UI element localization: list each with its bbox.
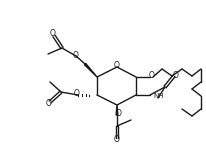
Text: O: O (74, 90, 80, 98)
Text: O: O (149, 71, 155, 79)
Text: O: O (73, 50, 79, 59)
Text: O: O (50, 29, 56, 38)
Text: NH: NH (153, 93, 164, 99)
Polygon shape (116, 105, 118, 115)
Text: O: O (114, 62, 120, 71)
Text: O: O (116, 109, 122, 119)
Text: O: O (46, 100, 52, 109)
Polygon shape (84, 63, 97, 77)
Text: O: O (173, 71, 179, 79)
Text: O: O (114, 135, 120, 145)
